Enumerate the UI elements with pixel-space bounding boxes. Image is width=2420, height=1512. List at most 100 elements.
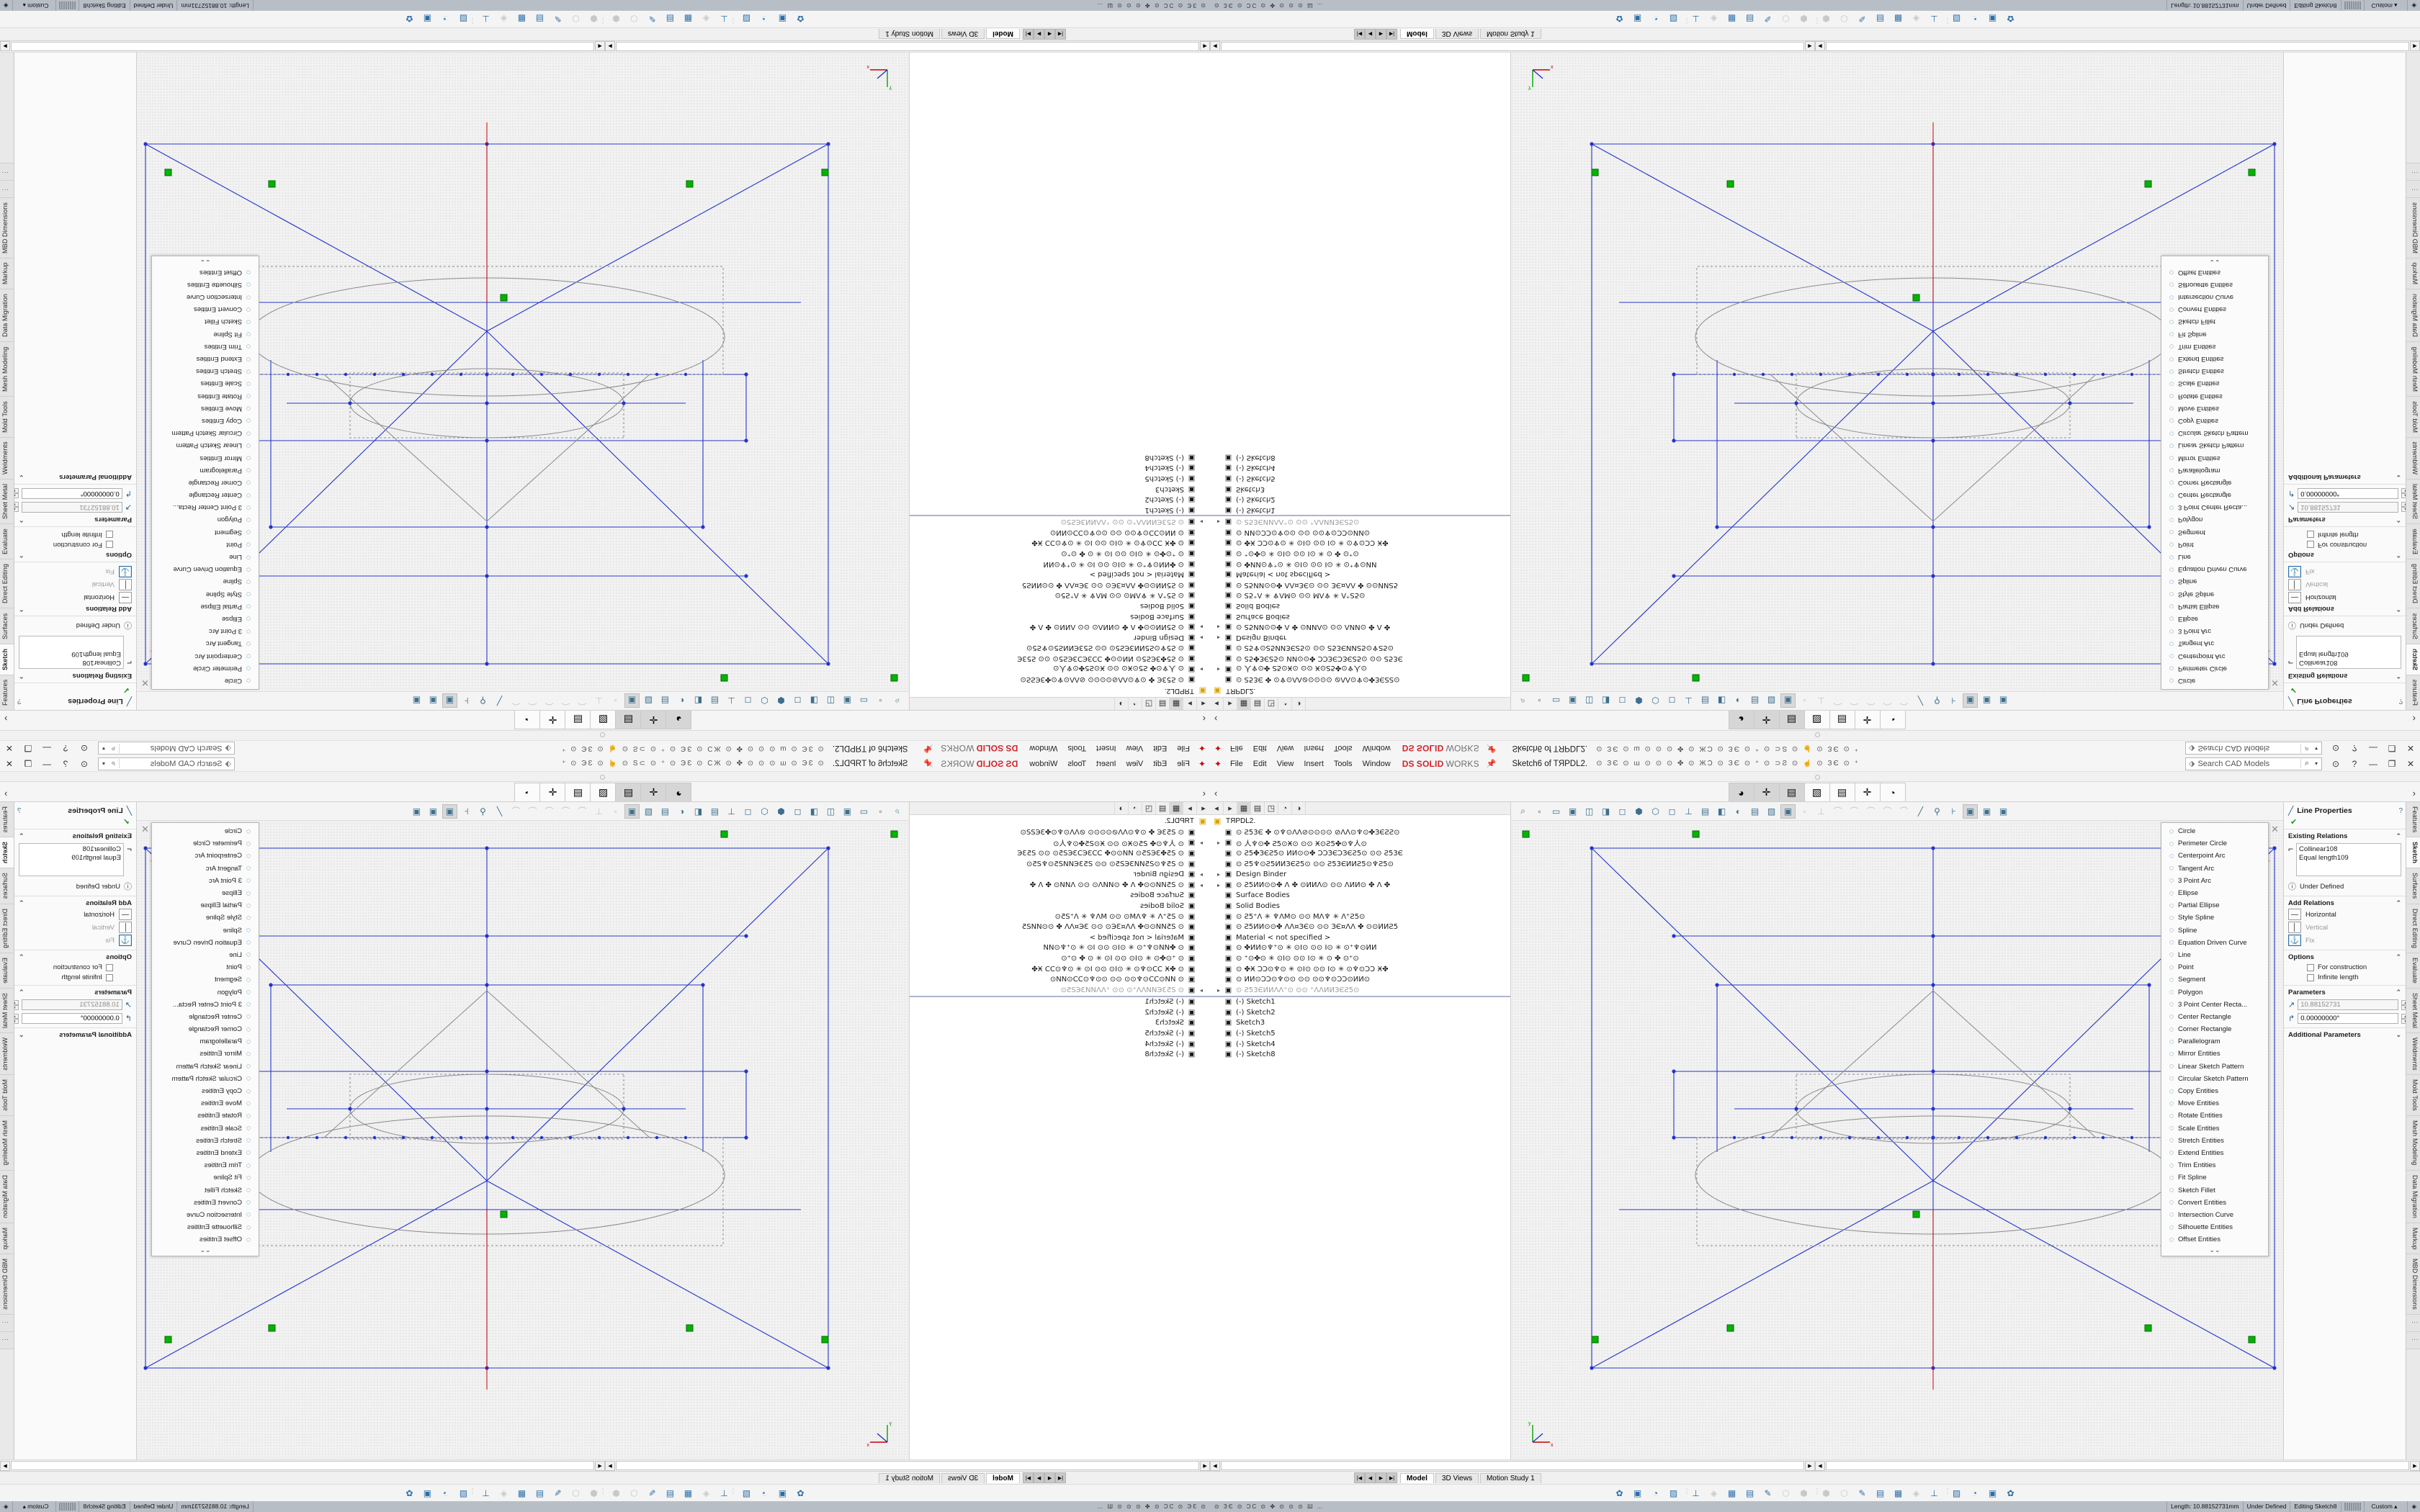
tab-last-button[interactable]: ▶|	[1023, 1472, 1034, 1483]
command-tab-markup[interactable]: Markup	[2406, 257, 2420, 289]
edit-color-icon[interactable]: ✎	[648, 1488, 656, 1498]
sketch-e-icon[interactable]: ⌒	[1899, 806, 1909, 816]
command-tab-direct-editing[interactable]: Direct Editing	[0, 904, 14, 953]
sketch-c-icon[interactable]: ⌒	[1866, 696, 1876, 706]
tree-item[interactable]: ▣ ⊙ Ƨ53Є ✤ ⊙♆⊙ΛΛ⊘⊙⊙⊙⊙ ⊘ΛΛ⊙♆⊙✤ЗЄƧƧ⊙	[1210, 827, 1510, 838]
tree-item[interactable]: ▣ ⊙ Ƨ5♆⊙Ƨ5ИИЗЄƧ5⊙ ⊙⊙ Ƨ53ЄИИƧ5⊙♆Ƨ5⊙	[910, 859, 1210, 870]
flyout-item-line[interactable]: ◌ Line	[2161, 949, 2268, 961]
edit-scene-b-icon[interactable]: ▨	[459, 14, 468, 24]
save-icon[interactable]: ▤	[1750, 806, 1760, 816]
scroll-right-arrow[interactable]: ▶	[0, 1460, 10, 1471]
chevron-right-icon[interactable]: ›	[2412, 714, 2416, 724]
feature-tree-root[interactable]: ▣ TЯPDL2.	[910, 815, 1210, 827]
status-custom[interactable]: Custom ▴	[12, 0, 57, 11]
flyout-item-extend-entities[interactable]: ◌ Extend Entities	[152, 1147, 259, 1159]
chevron-up-icon[interactable]: ⌃	[2396, 672, 2401, 680]
menu-item-window[interactable]: Window	[1362, 759, 1391, 768]
tab-3d-views[interactable]: 3D Views	[941, 1472, 985, 1483]
command-tab-strip[interactable]: Features Sketch Surfaces Direct Editing Eval…	[0, 53, 14, 710]
hide-show-b-icon[interactable]: ◈	[500, 14, 508, 24]
sketch-relations-icon[interactable]: ⊥	[595, 696, 603, 706]
command-tab-direct-editing[interactable]: Direct Editing	[2406, 904, 2420, 953]
grid-icon[interactable]: ▦	[684, 14, 693, 24]
trimetric-icon[interactable]: ◨	[1601, 806, 1610, 816]
view-sketch-icon[interactable]: ▣	[1963, 693, 1978, 708]
menu-bar[interactable]: File Edit View Insert Tools Window	[1226, 744, 1391, 753]
forward-arrow-icon[interactable]: ▸	[1183, 802, 1196, 814]
tree-item[interactable]: ▣ ⊙ Ƨ5ИИ⊙⊙✤ ΛΛ¤ЗЄ⊙ ⊙⊙ ЗЄ¤ΛΛ ✤ ⊙⊙ИИƧ5	[910, 580, 1210, 590]
sketch-c-icon[interactable]: ⌒	[1866, 806, 1876, 816]
menu-item-tools[interactable]: Tools	[1067, 744, 1087, 753]
flyout-item-point[interactable]: ◌ Point	[152, 961, 259, 973]
tree-item[interactable]: ▣ ⊙ Ƨ53Є ✤ ⊙♆⊙ΛΛ⊘⊙⊙⊙⊙ ⊘ΛΛ⊙♆⊙✤ЗЄƧƧ⊙	[910, 827, 1210, 838]
window-controls[interactable]: ⊙ ? — ❐ ✕	[0, 756, 94, 772]
feature-manager-panel[interactable]: ◂ ▸ ▦ ▤ ◳ ◔ ◑ ▣ TЯPDL2. ▣ ⊙ Ƨ	[1210, 53, 1511, 710]
help-icon[interactable]: ?	[2352, 743, 2357, 754]
relation-item[interactable]: Equal length109	[2299, 853, 2349, 862]
line-tool-icon[interactable]: ╱	[496, 806, 503, 816]
line-tool-icon[interactable]: ╱	[1917, 806, 1924, 816]
back-arrow-icon[interactable]: ◂	[1196, 802, 1210, 814]
chevron-down-icon[interactable]: ▾	[102, 745, 106, 752]
flyout-item-silhouette-entities[interactable]: ◌ Silhouette Entities	[2161, 1221, 2268, 1233]
help-icon[interactable]: ?	[2352, 758, 2357, 769]
copy-appearance-b-icon[interactable]: ▣	[1988, 14, 1997, 24]
dimxpert-icon[interactable]: ◔	[1278, 698, 1292, 710]
tree-item[interactable]: ▣ ⊙ ✤Ӿ ƆϽ⊙♆⊙ ✳ ⊙I⊙ ⊙⊙ I⊙ ✳ ⊙♆⊙ϽƆ Ӿ✤	[1210, 964, 1510, 975]
quick-snaps-icon[interactable]: ⚲	[1934, 806, 1940, 816]
tab-first-button[interactable]: |◀	[1354, 29, 1365, 40]
quick-snaps-icon[interactable]: ⚲	[480, 806, 486, 816]
command-tab-mbd-dimensions[interactable]: MBD Dimensions	[0, 1254, 14, 1315]
tree-item[interactable]: ▣ ⊙ Ƨ5⁺Λ ✳ ♆ΛΜ⊙ ⊙⊙ ΜΛ♆ ✳ Λ⁺Ƨ5⊙	[1210, 590, 1510, 601]
command-tab-weldments[interactable]: Weldments	[2406, 436, 2420, 480]
edit-color-icon[interactable]: ✎	[1764, 1488, 1772, 1498]
command-tab-sketch[interactable]: Sketch	[0, 837, 14, 869]
more-commands-icon[interactable]: ⌄⌄	[2209, 1246, 2220, 1254]
tree-item[interactable]: ▸ ▣ ⊙ 人♆⊙✤ Ƨ5⊙Ӿ⊙ ⊙⊙ Ӿ⊙Ƨ5✤⊙♆人⊙	[910, 838, 1210, 848]
feature-manager-panel[interactable]: ◂ ▸ ▦ ▤ ◳ ◔ ◑ ▣ TЯPDL2. ▣ ⊙ Ƨ	[909, 802, 1210, 1459]
zoom-to-fit-icon[interactable]: ⌕	[1520, 806, 1525, 816]
vertical-icon[interactable]: │	[2288, 579, 2301, 590]
minimize-button[interactable]: —	[2369, 758, 2378, 769]
flyout-item-tangent-arc[interactable]: ◌ Tangent Arc	[152, 863, 259, 875]
tree-item[interactable]: ▣ (-) Sketch2	[1210, 1007, 1510, 1018]
flyout-item-move-entities[interactable]: ◌ Move Entities	[2161, 402, 2268, 415]
flyout-item-style-spline[interactable]: ◌ Style Spline	[152, 588, 259, 600]
expand-arrow-icon[interactable]: ▸	[1216, 986, 1220, 994]
command-manager-collapsed[interactable]	[0, 772, 1210, 782]
relation-horizontal[interactable]: — Horizontal	[19, 592, 132, 603]
graphics-area[interactable]: ⌕▫▭▣◫◨◻⬢⬡◻⊥▤◧◐▤▨▣▫⊥⌒⌒⌒⌒⌒╱⚲⊦▣▣▣ ✕ ✖	[137, 53, 909, 710]
display-style-c-icon[interactable]: ▤	[535, 1488, 544, 1498]
flyout-item-convert-entities[interactable]: ◌ Convert Entities	[2161, 303, 2268, 315]
edit-scene-icon[interactable]: ▨	[742, 1488, 751, 1498]
expand-arrow-icon[interactable]: ▸	[1200, 624, 1204, 631]
paste-appearance-b-icon[interactable]: ◔	[1971, 1488, 1978, 1498]
tree-item[interactable]: ▣ ⊙ Ƨ53Є ✤ ⊙♆⊙ΛΛ⊘⊙⊙⊙⊙ ⊘ΛΛ⊙♆⊙✤ЗЄƧƧ⊙	[1210, 674, 1510, 685]
command-tab-data-migration[interactable]: Data Migration	[2406, 1170, 2420, 1223]
isometric-icon[interactable]: ◫	[826, 806, 835, 816]
view-sketch-icon[interactable]: ▣	[442, 804, 457, 819]
feature-tree-icon[interactable]: ▦	[1237, 802, 1251, 814]
document-tab-row[interactable]: |◀ ◀ ▶ ▶| Model 3D Views Motion Study 1	[1210, 1471, 2420, 1484]
scene-tab[interactable]: ✛	[1753, 711, 1780, 729]
more-commands-icon[interactable]: ⌄⌄	[2209, 258, 2220, 266]
flyout-item-centerpoint-arc[interactable]: ◌ Centerpoint Arc	[2161, 850, 2268, 862]
property-manager-panel[interactable]: ╱ Line Properties ? ✔ Existing Relations…	[2283, 802, 2410, 1459]
graphics-area[interactable]: ⌕▫▭▣◫◨◻⬢⬡◻⊥▤◧◐▤▨▣▫⊥⌒⌒⌒⌒⌒╱⚲⊦▣▣▣ ✕ ✖	[137, 802, 909, 1459]
command-tab-mesh-modeling[interactable]: Mesh Modeling	[2406, 341, 2420, 396]
display-pane-icon[interactable]: ▤	[710, 806, 720, 816]
flyout-item-rotate-entities[interactable]: ◌ Rotate Entities	[2161, 390, 2268, 402]
flyout-item-3-point-arc[interactable]: ◌ 3 Point Arc	[152, 875, 259, 887]
command-tab-weldments[interactable]: Weldments	[2406, 1032, 2420, 1076]
hidden-lines-icon[interactable]: ⬡	[761, 696, 768, 706]
scroll-split-right[interactable]: ▶	[605, 41, 615, 52]
chevron-down-icon[interactable]: ⌄	[19, 1031, 24, 1038]
tab-3d-views[interactable]: 3D Views	[1435, 1472, 1479, 1483]
flyout-item-centerpoint-arc[interactable]: ◌ Centerpoint Arc	[152, 850, 259, 862]
flyout-item-copy-entities[interactable]: ◌ Copy Entities	[152, 415, 259, 427]
grid-icon[interactable]: ▦	[1727, 14, 1736, 24]
flyout-item-corner-rectangle[interactable]: ◌ Corner Rectangle	[152, 1023, 259, 1035]
relations-tool-icon[interactable]: ⊦	[1951, 806, 1956, 816]
scene-tab[interactable]: ✛	[640, 711, 667, 729]
tree-item[interactable]: ▣ ⊙ ✤Ӿ ƆϽ⊙♆⊙ ✳ ⊙I⊙ ⊙⊙ I⊙ ✳ ⊙♆⊙ϽƆ Ӿ✤	[910, 964, 1210, 975]
